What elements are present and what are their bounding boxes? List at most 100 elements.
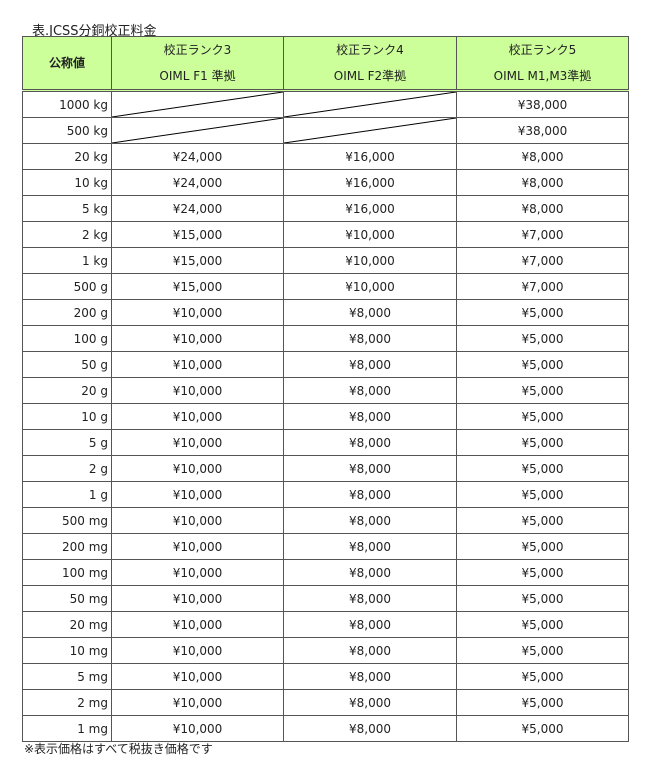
price-cell: ¥10,000: [111, 559, 284, 586]
nominal-cell: 1 g: [22, 481, 112, 508]
nominal-cell: 10 mg: [22, 637, 112, 664]
nominal-cell: 2 g: [22, 455, 112, 482]
table-row: 10 kg ¥24,000 ¥16,000 ¥8,000: [22, 169, 629, 196]
table-title: 表.JCSS分銅校正料金: [32, 24, 157, 39]
price-cell: ¥5,000: [456, 663, 629, 690]
price-table: 公称値 校正ランク3 OIML F1 準拠 校正ランク4 OIML F2準拠 校正ラ…: [22, 36, 629, 742]
table-row: 1 kg ¥15,000 ¥10,000 ¥7,000: [22, 247, 629, 274]
price-cell: ¥8,000: [283, 455, 457, 482]
tax-note: ※表示価格はすべて税抜き価格です: [24, 742, 213, 756]
price-cell: ¥10,000: [111, 325, 284, 352]
price-cell: ¥5,000: [456, 689, 629, 716]
price-cell: ¥5,000: [456, 533, 629, 560]
header-rank5-l2: OIML M1,M3準拠: [493, 69, 592, 83]
diagonal-line: [112, 92, 283, 117]
price-cell: ¥5,000: [456, 611, 629, 638]
price-cell: ¥10,000: [111, 351, 284, 378]
table-row: 2 g ¥10,000 ¥8,000 ¥5,000: [22, 455, 629, 482]
price-cell: ¥7,000: [456, 221, 629, 248]
price-cell: ¥8,000: [456, 143, 629, 170]
table-row: 20 g ¥10,000 ¥8,000 ¥5,000: [22, 377, 629, 404]
table-row: 5 mg ¥10,000 ¥8,000 ¥5,000: [22, 663, 629, 690]
price-cell: ¥5,000: [456, 585, 629, 612]
price-cell: ¥8,000: [283, 481, 457, 508]
nominal-cell: 200 mg: [22, 533, 112, 560]
diagonal-line: [112, 118, 283, 143]
price-cell: ¥7,000: [456, 247, 629, 274]
price-cell: ¥5,000: [456, 481, 629, 508]
table-row: 500 mg ¥10,000 ¥8,000 ¥5,000: [22, 507, 629, 534]
nominal-cell: 100 g: [22, 325, 112, 352]
price-cell: ¥10,000: [111, 533, 284, 560]
table-row: 500 kg ¥38,000: [22, 117, 629, 144]
price-cell: ¥8,000: [283, 507, 457, 534]
price-cell: ¥10,000: [111, 663, 284, 690]
price-cell: ¥24,000: [111, 169, 284, 196]
nominal-cell: 500 g: [22, 273, 112, 300]
price-cell: ¥15,000: [111, 221, 284, 248]
na-cell: [111, 117, 284, 144]
nominal-cell: 20 mg: [22, 611, 112, 638]
price-cell: ¥5,000: [456, 403, 629, 430]
na-cell: [283, 90, 457, 118]
price-cell: ¥8,000: [283, 351, 457, 378]
nominal-cell: 2 mg: [22, 689, 112, 716]
price-cell: ¥5,000: [456, 429, 629, 456]
price-cell: ¥5,000: [456, 325, 629, 352]
table-row: 50 mg ¥10,000 ¥8,000 ¥5,000: [22, 585, 629, 612]
price-cell: ¥10,000: [111, 611, 284, 638]
nominal-cell: 10 g: [22, 403, 112, 430]
header-rank3-l1: 校正ランク3: [163, 43, 232, 57]
price-cell: ¥24,000: [111, 195, 284, 222]
header-rank3: 校正ランク3 OIML F1 準拠: [111, 36, 284, 91]
price-cell: ¥8,000: [283, 533, 457, 560]
price-cell: ¥16,000: [283, 143, 457, 170]
table-row: 5 kg ¥24,000 ¥16,000 ¥8,000: [22, 195, 629, 222]
diagonal-line: [284, 118, 456, 143]
price-cell: ¥5,000: [456, 351, 629, 378]
table-row: 100 g ¥10,000 ¥8,000 ¥5,000: [22, 325, 629, 352]
table-row: 100 mg ¥10,000 ¥8,000 ¥5,000: [22, 559, 629, 586]
price-cell: ¥8,000: [283, 325, 457, 352]
price-cell: ¥16,000: [283, 169, 457, 196]
price-cell: ¥10,000: [111, 715, 284, 742]
nominal-cell: 100 mg: [22, 559, 112, 586]
table-row: 2 mg ¥10,000 ¥8,000 ¥5,000: [22, 689, 629, 716]
table-row: 50 g ¥10,000 ¥8,000 ¥5,000: [22, 351, 629, 378]
na-cell: [111, 90, 284, 118]
nominal-cell: 500 mg: [22, 507, 112, 534]
price-cell: ¥10,000: [111, 481, 284, 508]
table-row: 10 g ¥10,000 ¥8,000 ¥5,000: [22, 403, 629, 430]
header-nominal: 公称値: [22, 36, 112, 91]
price-cell: ¥5,000: [456, 377, 629, 404]
table-row: 1000 kg ¥38,000: [22, 90, 629, 118]
price-cell: ¥5,000: [456, 559, 629, 586]
nominal-cell: 20 kg: [22, 143, 112, 170]
price-cell: ¥10,000: [111, 689, 284, 716]
nominal-cell: 1 kg: [22, 247, 112, 274]
table-row: 200 mg ¥10,000 ¥8,000 ¥5,000: [22, 533, 629, 560]
nominal-cell: 2 kg: [22, 221, 112, 248]
nominal-cell: 50 g: [22, 351, 112, 378]
price-cell: ¥38,000: [456, 90, 629, 118]
header-rank4-l1: 校正ランク4: [336, 43, 404, 57]
table-row: 5 g ¥10,000 ¥8,000 ¥5,000: [22, 429, 629, 456]
price-cell: ¥38,000: [456, 117, 629, 144]
price-cell: ¥8,000: [283, 429, 457, 456]
nominal-cell: 500 kg: [22, 117, 112, 144]
price-cell: ¥8,000: [283, 611, 457, 638]
price-cell: ¥10,000: [111, 585, 284, 612]
price-cell: ¥10,000: [111, 637, 284, 664]
price-cell: ¥10,000: [283, 273, 457, 300]
price-cell: ¥10,000: [111, 377, 284, 404]
price-cell: ¥10,000: [111, 507, 284, 534]
nominal-cell: 10 kg: [22, 169, 112, 196]
table-row: 20 kg ¥24,000 ¥16,000 ¥8,000: [22, 143, 629, 170]
price-cell: ¥8,000: [283, 715, 457, 742]
price-cell: ¥8,000: [283, 299, 457, 326]
header-rank5: 校正ランク5 OIML M1,M3準拠: [456, 36, 629, 91]
nominal-cell: 50 mg: [22, 585, 112, 612]
nominal-cell: 1000 kg: [22, 90, 112, 118]
nominal-cell: 5 g: [22, 429, 112, 456]
price-cell: ¥5,000: [456, 299, 629, 326]
